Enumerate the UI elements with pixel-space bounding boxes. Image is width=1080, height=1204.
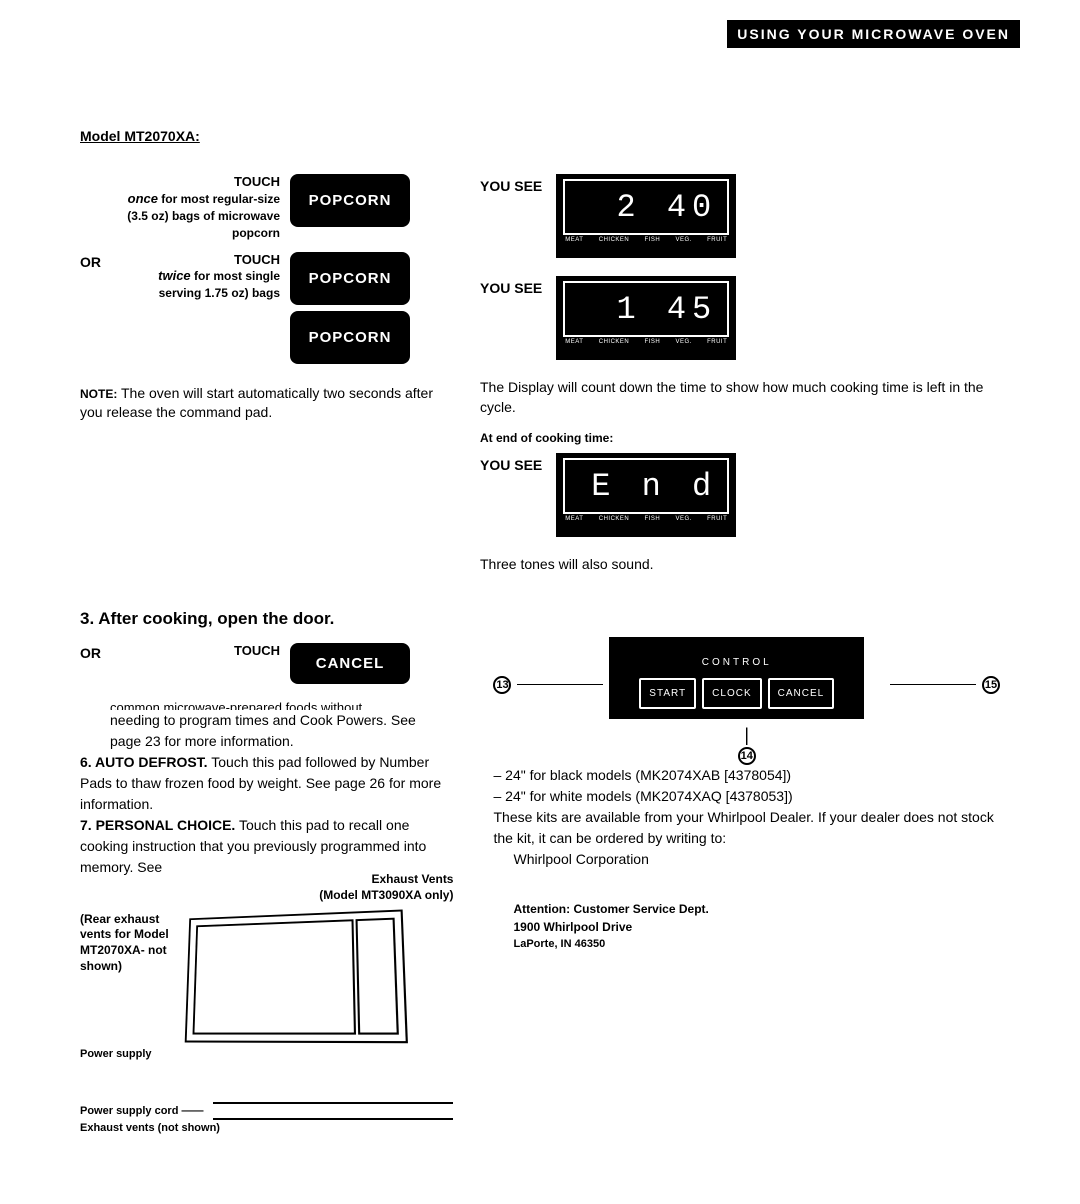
or-label-2: OR bbox=[80, 643, 120, 661]
display-end: E n d MEATCHICKENFISHVEG.FRUIT bbox=[556, 453, 736, 537]
exhaust-diagram-row: (Rear exhaust vents for Model MT2070XA- … bbox=[80, 912, 453, 1042]
right-column: YOU SEE 2 40 MEATCHICKENFISHVEG.FRUIT YO… bbox=[480, 174, 1000, 589]
popcorn-button-3[interactable]: POPCORN bbox=[290, 311, 410, 364]
item-6: 6. AUTO DEFROST. Touch this pad followed… bbox=[80, 752, 453, 815]
start-button[interactable]: START bbox=[639, 678, 696, 709]
cancel-button[interactable]: CANCEL bbox=[290, 643, 410, 684]
attention-line: Attention: Customer Service Dept. bbox=[513, 900, 1000, 918]
touch-once-row: TOUCH once for most regular-size (3.5 oz… bbox=[80, 174, 440, 242]
black-model-text: – 24" for black models (MK2074XAB [43780… bbox=[493, 765, 1000, 786]
touch-cancel-row: OR TOUCH CANCEL bbox=[80, 643, 453, 690]
you-see-row-3: YOU SEE E n d MEATCHICKENFISHVEG.FRUIT bbox=[480, 453, 1000, 537]
control-panel: CONTROL START CLOCK CANCEL bbox=[609, 637, 864, 719]
control-panel-row: 13 CONTROL START CLOCK CANCEL 15 bbox=[493, 643, 1000, 727]
model-heading: Model MT2070XA: bbox=[80, 128, 1000, 144]
cord-sketch bbox=[213, 1102, 453, 1120]
address-1: 1900 Whirlpool Drive bbox=[513, 918, 1000, 936]
note-text: NOTE: The oven will start automatically … bbox=[80, 384, 440, 423]
you-see-row-2: YOU SEE 1 45 MEATCHICKENFISHVEG.FRUIT bbox=[480, 276, 1000, 360]
display-240: 2 40 MEATCHICKENFISHVEG.FRUIT bbox=[556, 174, 736, 258]
section-3-heading: 3. After cooking, open the door. bbox=[80, 609, 1000, 629]
popcorn-button-2[interactable]: POPCORN bbox=[290, 252, 410, 305]
touch-once-text: TOUCH once for most regular-size (3.5 oz… bbox=[120, 174, 290, 242]
item-7: 7. PERSONAL CHOICE. Touch this pad to re… bbox=[80, 815, 453, 878]
microwave-sketch bbox=[185, 909, 408, 1043]
circled-14: 14 bbox=[738, 747, 756, 765]
exhaust-vents-label: Exhaust Vents bbox=[371, 872, 453, 886]
partial-5-text: needing to program times and Cook Powers… bbox=[110, 710, 453, 752]
power-supply-cut: Power supply bbox=[80, 1048, 453, 1060]
touch-twice-row: OR TOUCH twice for most single serving 1… bbox=[80, 252, 440, 370]
cut-partial-text: common microwave-prepared foods without bbox=[110, 700, 453, 710]
you-see-row-1: YOU SEE 2 40 MEATCHICKENFISHVEG.FRUIT bbox=[480, 174, 1000, 258]
circled-15: 15 bbox=[982, 676, 1000, 694]
end-heading: At end of cooking time: bbox=[480, 431, 1000, 445]
tones-text: Three tones will also sound. bbox=[480, 555, 1000, 575]
mt3090-label: (Model MT3090XA only) bbox=[319, 888, 453, 902]
whirlpool-corp: Whirlpool Corporation bbox=[513, 849, 1000, 870]
touch-twice-text: TOUCH twice for most single serving 1.75… bbox=[120, 252, 290, 303]
popcorn-button-1[interactable]: POPCORN bbox=[290, 174, 410, 227]
rear-exhaust-label: (Rear exhaust vents for Model MT2070XA- … bbox=[80, 912, 170, 1042]
countdown-text: The Display will count down the time to … bbox=[480, 378, 1000, 417]
exhaust-not-shown: Exhaust vents (not shown) bbox=[80, 1122, 453, 1134]
clock-button[interactable]: CLOCK bbox=[702, 678, 761, 709]
or-label-1: OR bbox=[80, 252, 120, 270]
kits-text: These kits are available from your Whirl… bbox=[493, 807, 1000, 849]
page-header: USING YOUR MICROWAVE OVEN bbox=[727, 20, 1020, 48]
cancel-ctrl-button[interactable]: CANCEL bbox=[768, 678, 835, 709]
cord-row: Power supply cord —— bbox=[80, 1100, 453, 1122]
address-2: LaPorte, IN 46350 bbox=[513, 936, 1000, 953]
left-column: TOUCH once for most regular-size (3.5 oz… bbox=[80, 174, 440, 589]
display-145: 1 45 MEATCHICKENFISHVEG.FRUIT bbox=[556, 276, 736, 360]
circled-13: 13 bbox=[493, 676, 511, 694]
white-model-text: – 24" for white models (MK2074XAQ [43780… bbox=[493, 786, 1000, 807]
